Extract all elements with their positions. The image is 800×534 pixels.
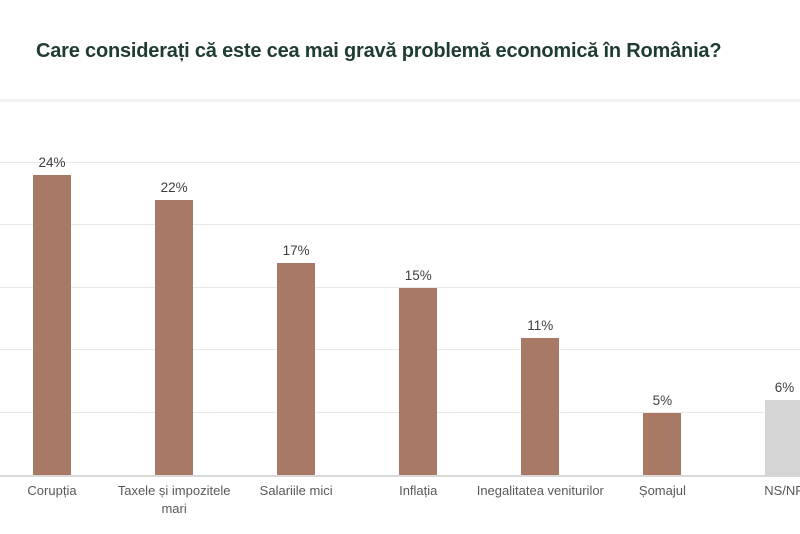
category-label-5: Șomajul bbox=[638, 483, 686, 498]
bar-value-label-5: 5% bbox=[652, 392, 673, 408]
category-label-3: Inflația bbox=[399, 483, 438, 498]
bar-5 bbox=[643, 412, 682, 475]
bar-6 bbox=[765, 400, 800, 475]
bar-value-label-2: 17% bbox=[282, 242, 310, 258]
bar-value-label-6: 6% bbox=[774, 380, 795, 395]
chart-title: Care considerați că este cea mai gravă p… bbox=[36, 40, 722, 62]
category-label-1: Taxele și impozitele mari bbox=[117, 483, 231, 516]
gridline-20pct bbox=[0, 224, 800, 225]
plot-area: 24% 22% 17% 15% 11% 5% 6% bbox=[0, 99, 800, 475]
category-label-0: Corupția bbox=[27, 483, 77, 498]
bar-value-label-4: 11% bbox=[527, 317, 554, 333]
gridline-25pct bbox=[0, 161, 800, 163]
bar-value-label-1: 22% bbox=[160, 180, 188, 195]
bar-value-label-3: 15% bbox=[404, 267, 432, 283]
bar-2 bbox=[277, 262, 316, 475]
bar-1 bbox=[155, 200, 194, 475]
bar-4 bbox=[521, 337, 560, 475]
bar-value-label-0: 24% bbox=[38, 155, 66, 170]
gridline-15pct bbox=[0, 286, 800, 288]
x-axis-line bbox=[0, 475, 800, 477]
bar-0 bbox=[33, 175, 71, 475]
category-label-6: NS/NR bbox=[764, 483, 800, 498]
category-label-2: Salariile mici bbox=[259, 483, 333, 498]
category-label-4: Inegalitatea veniturilor bbox=[476, 483, 604, 498]
bar-3 bbox=[399, 287, 438, 475]
gridline-30pct bbox=[0, 99, 800, 102]
